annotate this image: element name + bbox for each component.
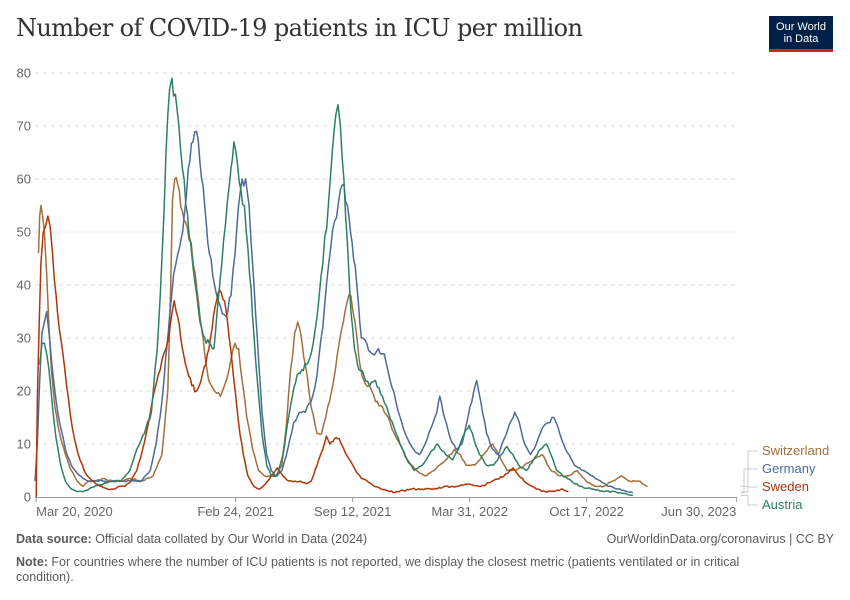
legend-label-sweden: Sweden	[762, 479, 809, 494]
x-tick-label: Mar 31, 2022	[431, 504, 508, 519]
logo-line-2: in Data	[783, 33, 819, 45]
series-line-sweden	[35, 215, 569, 498]
x-tick-label: Jun 30, 2023	[661, 504, 736, 519]
y-tick-label: 10	[17, 437, 31, 452]
series-line-switzerland	[37, 176, 648, 488]
x-axis: Mar 20, 2020 Feb 24, 2021 Sep 12, 2021 Mar …	[35, 497, 737, 519]
y-tick-label: 40	[17, 278, 31, 293]
chart-title: Number of COVID-19 patients in ICU per m…	[16, 14, 583, 42]
legend-label-germany: Germany	[762, 461, 816, 476]
y-tick-label: 0	[24, 490, 31, 505]
note-label: Note:	[16, 555, 48, 569]
chart-note: Note: For countries where the number of …	[16, 555, 776, 585]
x-tick-label: Sep 12, 2021	[314, 504, 391, 519]
legend-connector	[741, 468, 758, 494]
note-text: For countries where the number of ICU pa…	[16, 555, 740, 584]
y-tick-label: 80	[17, 66, 31, 81]
y-axis: 0 10 20 30 40 50 60 70 80	[17, 66, 31, 505]
legend: Switzerland Germany Sweden Austria	[741, 443, 829, 512]
legend-label-switzerland: Switzerland	[762, 443, 829, 458]
series-line-austria	[38, 77, 633, 497]
y-tick-label: 20	[17, 384, 31, 399]
series-line-germany	[34, 130, 634, 494]
y-tick-label: 50	[17, 225, 31, 240]
series-lines	[34, 77, 648, 498]
y-tick-label: 70	[17, 119, 31, 134]
data-source-label: Data source:	[16, 532, 92, 546]
x-tick-label: Mar 20, 2020	[36, 504, 113, 519]
data-source: Data source: Official data collated by O…	[16, 532, 367, 546]
owid-logo[interactable]: Our World in Data	[769, 16, 833, 52]
y-tick-label: 60	[17, 172, 31, 187]
logo-line-1: Our World	[776, 21, 826, 33]
line-chart: 0 10 20 30 40 50 60 70 80 Mar 20, 2020 Feb 24, 20…	[17, 66, 830, 520]
data-source-text: Official data collated by Our World in D…	[91, 532, 368, 546]
legend-label-austria: Austria	[762, 497, 803, 512]
legend-connector	[741, 486, 758, 493]
y-tick-label: 30	[17, 331, 31, 346]
x-tick-label: Feb 24, 2021	[197, 504, 274, 519]
x-tick-label: Oct 17, 2022	[549, 504, 623, 519]
legend-connector	[741, 494, 758, 506]
gridlines	[35, 72, 737, 445]
license-link[interactable]: OurWorldinData.org/coronavirus | CC BY	[606, 532, 834, 546]
